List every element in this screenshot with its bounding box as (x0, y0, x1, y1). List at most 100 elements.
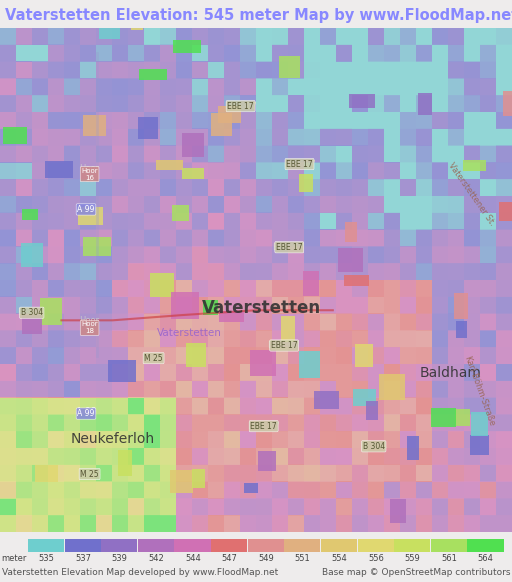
Text: 554: 554 (331, 554, 347, 563)
Bar (357, 539, 394, 552)
Bar (139, 69, 167, 80)
Text: EBE 17: EBE 17 (273, 243, 305, 252)
Bar (355, 344, 373, 367)
Bar (345, 222, 357, 242)
Bar (182, 168, 204, 179)
Text: 556: 556 (368, 554, 384, 563)
Text: 561: 561 (441, 554, 457, 563)
Text: Karl-Böhm-Straße: Karl-Böhm-Straße (462, 354, 496, 427)
Bar (431, 408, 457, 427)
Bar (211, 539, 247, 552)
Bar (353, 389, 376, 406)
Bar (456, 321, 467, 338)
Bar (35, 466, 58, 482)
Bar (390, 499, 406, 523)
Text: B 304: B 304 (360, 442, 387, 451)
Text: Base map © OpenStreetMap contributors: Base map © OpenStreetMap contributors (322, 568, 510, 577)
Bar (503, 91, 512, 116)
Text: M 25: M 25 (80, 470, 99, 478)
Bar (298, 174, 313, 192)
Text: meter: meter (2, 554, 27, 563)
Bar (321, 539, 357, 552)
Bar (185, 343, 206, 367)
Text: A 99: A 99 (76, 205, 96, 214)
Text: EBE 17: EBE 17 (248, 422, 280, 431)
Bar (366, 401, 378, 420)
Bar (211, 113, 232, 136)
Text: 547: 547 (222, 554, 238, 563)
Bar (99, 20, 120, 40)
Text: Neukeferloh: Neukeferloh (71, 432, 155, 446)
Bar (258, 451, 276, 471)
Bar (455, 409, 470, 426)
Text: Vaterstettener St.: Vaterstettener St. (446, 161, 496, 228)
Text: Vaterstetten: Vaterstetten (202, 299, 321, 317)
Bar (118, 449, 132, 477)
Text: Hoor
18: Hoor 18 (81, 321, 98, 335)
Bar (394, 539, 430, 552)
Text: A 99: A 99 (76, 407, 96, 416)
Bar (379, 374, 405, 400)
Bar (463, 160, 486, 171)
Text: 544: 544 (185, 554, 201, 563)
Text: B 304: B 304 (17, 308, 44, 317)
Text: Baldham: Baldham (420, 366, 481, 380)
Bar (172, 292, 199, 319)
Text: EBE 17: EBE 17 (271, 341, 297, 350)
Text: EBE 17: EBE 17 (227, 102, 254, 111)
Text: 559: 559 (404, 554, 420, 563)
Bar (156, 159, 183, 170)
Text: 551: 551 (295, 554, 310, 563)
Text: Vaterstetten: Vaterstetten (157, 328, 222, 338)
Bar (182, 133, 204, 157)
Bar (219, 311, 244, 322)
Text: Vaterstetten Elevation: 545 meter Map by www.FloodMap.net (beta): Vaterstetten Elevation: 545 meter Map by… (5, 8, 512, 23)
Bar (22, 209, 37, 220)
Bar (303, 271, 319, 296)
Bar (314, 391, 339, 409)
Bar (284, 539, 321, 552)
Bar (4, 127, 27, 144)
Bar (131, 13, 143, 30)
Bar (191, 470, 205, 488)
Text: M 25: M 25 (144, 354, 163, 363)
Bar (299, 350, 319, 378)
Text: EBE 17: EBE 17 (284, 159, 315, 169)
Bar (138, 117, 158, 139)
Bar (40, 298, 62, 325)
Text: 542: 542 (148, 554, 164, 563)
Bar (150, 272, 175, 297)
Bar (101, 539, 137, 552)
Bar (45, 161, 73, 178)
Text: 549: 549 (258, 554, 274, 563)
Bar (467, 539, 503, 552)
Bar (408, 435, 419, 460)
Text: Hoor
18: Hoor 18 (79, 315, 100, 335)
Bar (78, 207, 103, 225)
Bar (248, 539, 284, 552)
Text: M 25: M 25 (79, 470, 100, 478)
Bar (281, 315, 295, 342)
Text: B 304: B 304 (20, 308, 43, 317)
Text: Vaterstetten Elevation Map developed by www.FloodMap.net: Vaterstetten Elevation Map developed by … (2, 568, 278, 577)
Text: A 99: A 99 (77, 205, 95, 214)
Bar (244, 482, 259, 493)
Bar (170, 470, 193, 494)
Text: 535: 535 (38, 554, 54, 563)
Text: EBE 17: EBE 17 (286, 159, 313, 169)
Bar (173, 40, 201, 53)
Bar (22, 315, 42, 333)
Bar (83, 237, 111, 256)
Bar (338, 248, 362, 272)
Text: 564: 564 (478, 554, 494, 563)
Bar (83, 115, 106, 136)
Bar (218, 107, 242, 123)
Bar (344, 275, 369, 286)
Bar (138, 539, 174, 552)
Bar (471, 412, 488, 436)
Bar (454, 293, 468, 319)
Bar (22, 243, 43, 268)
Bar (65, 539, 101, 552)
Text: 539: 539 (112, 554, 127, 563)
Text: EBE 17: EBE 17 (268, 341, 300, 350)
